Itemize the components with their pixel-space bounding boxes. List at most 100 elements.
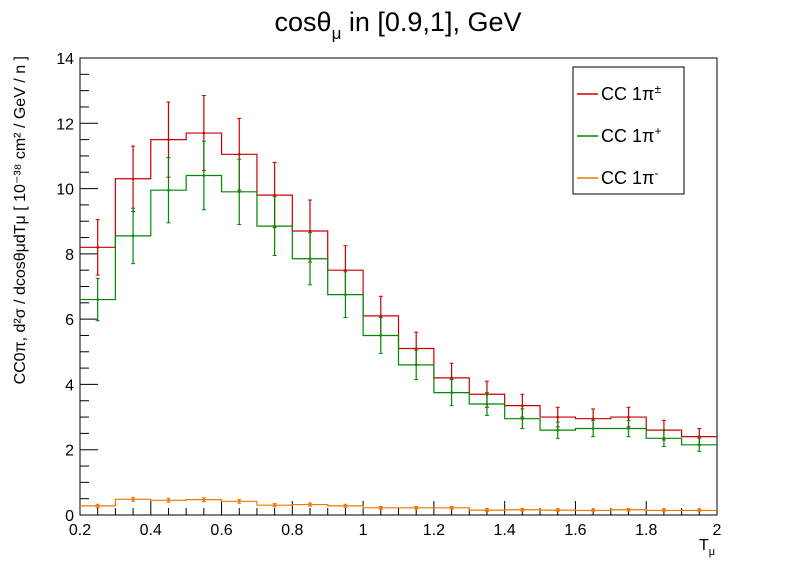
error-bar	[697, 508, 702, 513]
data-point	[237, 190, 241, 194]
data-point	[131, 177, 135, 181]
data-point	[167, 499, 170, 502]
data-point	[167, 138, 170, 141]
data-point	[627, 427, 630, 430]
x-tick-label: 0.4	[140, 522, 162, 539]
error-bar	[697, 437, 702, 452]
data-point	[450, 506, 453, 510]
error-bar	[661, 508, 666, 513]
error-bar	[95, 219, 100, 276]
legend-label: CC 1π±	[601, 82, 661, 104]
error-bar	[414, 349, 419, 381]
data-point	[414, 363, 418, 367]
data-point	[273, 193, 276, 197]
data-point	[591, 509, 595, 512]
error-bar	[343, 271, 348, 319]
data-point	[698, 443, 701, 447]
error-bar	[237, 498, 242, 504]
data-point	[379, 506, 383, 510]
data-point	[591, 417, 595, 421]
series-step-line	[80, 132, 717, 438]
data-point	[202, 174, 206, 177]
y-axis-label: CC0π, d²σ / dcosθμdTμ [ 10⁻³⁸ cm² / GeV …	[12, 56, 29, 384]
y-tick-label: 12	[56, 116, 74, 133]
data-point	[237, 499, 241, 503]
x-tick-label: 1.2	[423, 522, 445, 539]
data-point	[237, 152, 241, 156]
error-bar	[484, 508, 489, 512]
data-point	[96, 504, 99, 508]
error-bar	[555, 508, 560, 512]
data-point	[308, 503, 312, 506]
data-point	[414, 506, 418, 510]
error-bar	[201, 497, 206, 503]
x-tick-label: 0.8	[281, 522, 303, 539]
data-point	[344, 504, 347, 508]
data-point	[308, 229, 312, 233]
legend: CC 1π± CC 1π+ CC 1π-	[572, 66, 685, 195]
series-3	[80, 496, 717, 513]
legend-item: CC 1π+	[577, 124, 661, 146]
title-rest: in [0.9,1], GeV	[341, 7, 521, 37]
data-point	[450, 391, 453, 394]
legend-item: CC 1π±	[577, 82, 661, 104]
x-axis: 0.2 0.4 0.6 0.8 1 1.2 1.4 1.6 1.8 2	[69, 501, 722, 539]
data-point	[379, 314, 383, 318]
data-point	[344, 293, 347, 296]
error-bar	[308, 232, 313, 286]
error-bar	[272, 196, 277, 256]
data-point	[591, 427, 595, 430]
error-bar	[308, 502, 313, 507]
error-bar	[626, 507, 631, 512]
x-tick-label: 0.2	[69, 522, 91, 539]
title-sub: μ	[332, 24, 342, 43]
legend-label: CC 1π-	[601, 166, 658, 188]
error-bar	[237, 158, 242, 225]
error-bar	[166, 157, 171, 224]
data-point	[96, 246, 99, 249]
error-bar	[131, 496, 136, 502]
data-point	[662, 509, 666, 512]
data-point	[556, 508, 560, 512]
x-tick-label: 0.6	[210, 522, 232, 539]
data-point	[202, 131, 206, 135]
data-point	[308, 257, 312, 261]
y-tick-label: 4	[65, 377, 74, 394]
x-tick-label: 2	[713, 522, 722, 539]
x-axis-label-main: T	[699, 537, 709, 554]
data-point	[273, 503, 276, 507]
error-bar	[272, 503, 277, 508]
error-bar	[484, 392, 489, 416]
error-bar	[201, 140, 206, 211]
data-point	[202, 498, 206, 501]
legend-item: CC 1π-	[577, 166, 658, 188]
y-tick-label: 14	[56, 51, 74, 68]
x-axis-label: Tμ	[699, 537, 715, 558]
error-bar	[131, 207, 136, 265]
data-point	[627, 415, 630, 419]
data-point	[698, 509, 701, 512]
data-point	[521, 508, 524, 512]
x-tick-label: 1	[359, 522, 368, 539]
data-point	[379, 334, 383, 337]
data-point	[521, 404, 524, 407]
x-tick-label: 1.6	[564, 522, 586, 539]
x-tick-label: 1.8	[635, 522, 657, 539]
data-point	[273, 224, 276, 228]
data-point	[167, 188, 170, 192]
data-point	[556, 415, 560, 419]
x-axis-label-sub: μ	[709, 546, 715, 558]
error-bar	[520, 408, 525, 429]
y-tick-label: 10	[56, 182, 74, 199]
error-bar	[414, 506, 419, 510]
legend-label: CC 1π+	[601, 124, 661, 146]
data-point	[627, 508, 630, 512]
series-2	[80, 140, 717, 452]
data-point	[414, 347, 418, 350]
error-bar	[520, 507, 525, 512]
error-bar	[449, 506, 454, 510]
error-bar	[378, 506, 383, 510]
data-point	[485, 508, 489, 512]
series-step-line	[80, 498, 717, 512]
